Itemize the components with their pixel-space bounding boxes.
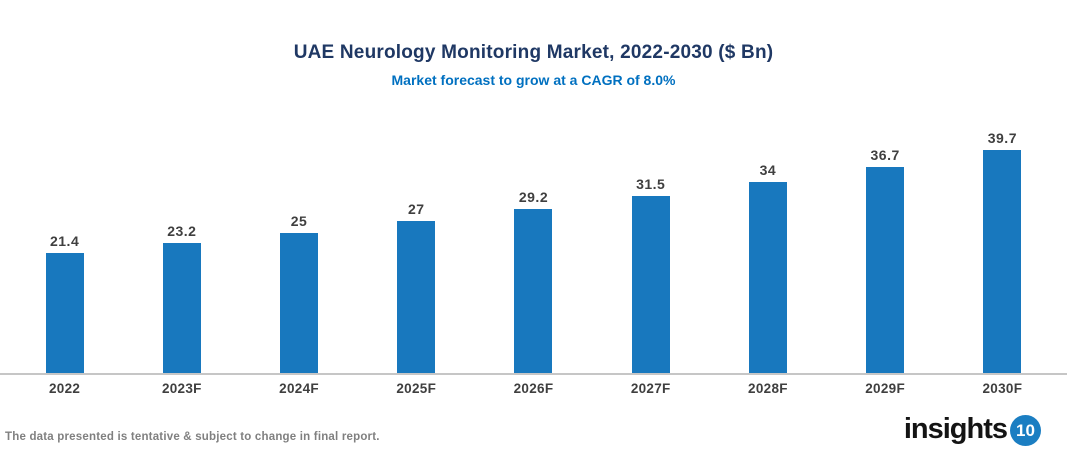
insights10-logo: insights 10: [904, 412, 1041, 446]
bar: [631, 196, 670, 373]
bar-value-label: 36.7: [870, 147, 900, 163]
bar-column: 29.2: [475, 189, 592, 373]
bars-row: 21.4 23.2 25 27 29.2 31.5 34 36.7 39.7: [0, 128, 1067, 373]
bar-value-label: 34: [759, 162, 777, 178]
x-axis-label: 2026F: [513, 381, 554, 396]
bar: [45, 253, 84, 373]
bar: [983, 150, 1022, 373]
bar-column: 31.5: [592, 176, 709, 373]
bar-column: 27: [358, 201, 475, 373]
bar-column: 23.2: [123, 223, 240, 373]
bar-column: 25: [240, 213, 357, 373]
bar: [162, 243, 201, 373]
bar-value-label: 29.2: [518, 189, 549, 205]
logo-text: insights: [903, 412, 1008, 445]
bar-value-label: 39.7: [987, 130, 1017, 146]
bar-column: 21.4: [6, 233, 123, 373]
bar-value-label: 31.5: [636, 176, 666, 192]
page-title: UAE Neurology Monitoring Market, 2022-20…: [293, 42, 774, 63]
x-axis-label: 2030F: [982, 381, 1023, 396]
logo-badge: 10: [1010, 415, 1041, 446]
bar: [397, 221, 436, 373]
bar-value-label: 23.2: [167, 223, 197, 239]
bar-chart: 21.4 23.2 25 27 29.2 31.5 34 36.7 39.7 2022 2023F…: [0, 128, 1067, 396]
bar: [280, 233, 319, 373]
bar: [866, 167, 905, 373]
bar-column: 39.7: [944, 130, 1061, 373]
bar-value-label: 27: [407, 201, 425, 217]
x-axis-label: 2028F: [748, 381, 788, 396]
x-axis-row: 2022 2023F 2024F 2025F 2026F 2027F 2028F 2029F 2…: [0, 375, 1067, 396]
bar-column: 34: [709, 162, 826, 373]
x-axis-label: 2022: [48, 381, 81, 396]
x-axis-line: [0, 373, 1067, 375]
x-axis-label: 2024F: [279, 381, 319, 396]
page-subtitle: Market forecast to grow at a CAGR of 8.0…: [391, 72, 676, 88]
bar-value-label: 25: [290, 213, 308, 229]
bar: [514, 209, 553, 373]
x-axis-label: 2029F: [865, 381, 906, 396]
disclaimer-text: The data presented is tentative & subjec…: [5, 431, 380, 443]
x-axis-label: 2023F: [161, 381, 202, 396]
x-axis-label: 2027F: [630, 381, 671, 396]
bar: [748, 182, 787, 373]
bar-value-label: 21.4: [49, 233, 80, 249]
bar-column: 36.7: [827, 147, 944, 373]
x-axis-label: 2025F: [396, 381, 437, 396]
